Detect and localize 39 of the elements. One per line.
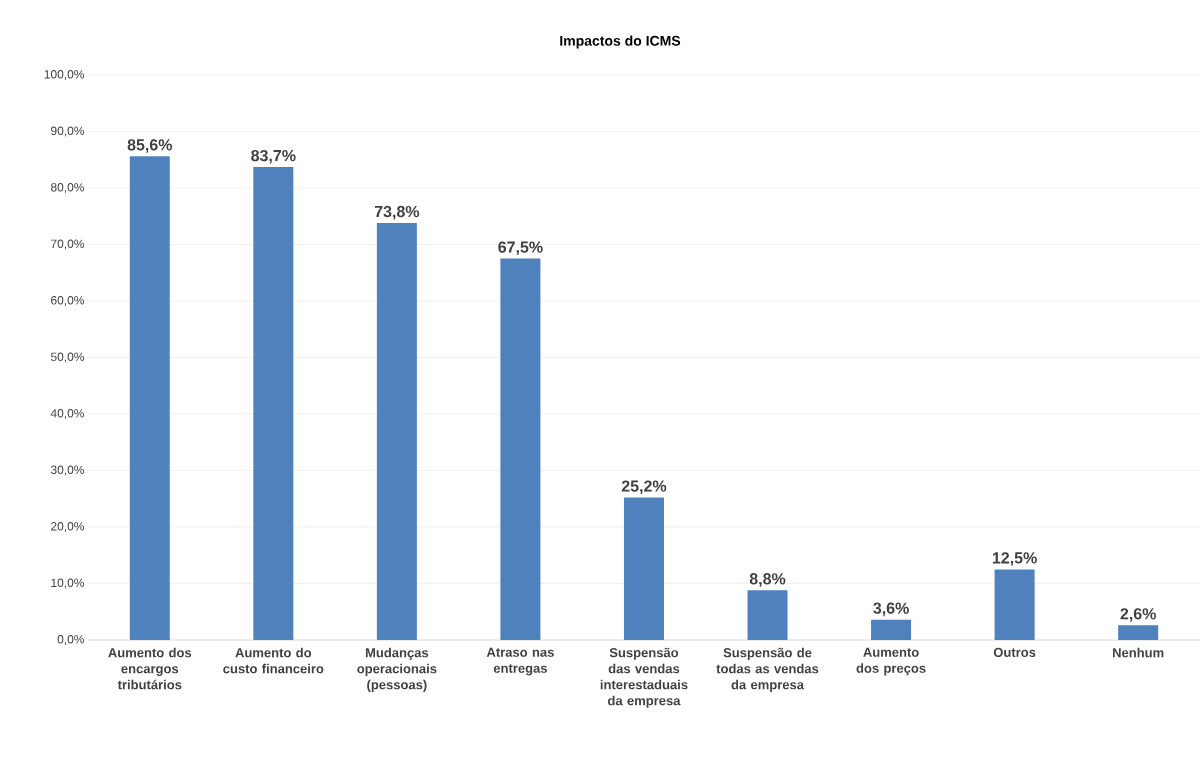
data-label: 85,6% xyxy=(127,139,173,153)
x-tick-label: Aumento dos preços xyxy=(856,647,926,676)
data-label: 73,8% xyxy=(374,205,420,220)
bar xyxy=(747,590,788,640)
y-tick-label: 20,0% xyxy=(51,522,85,532)
y-tick-label: 40,0% xyxy=(50,409,85,419)
y-tick-label: 50,0% xyxy=(50,352,85,363)
x-tick-label: Outros xyxy=(993,647,1036,657)
x-tick-label: Aumento dos encargos tributários xyxy=(108,647,192,690)
x-tick-label: Atraso nas entregas xyxy=(486,647,554,676)
bar xyxy=(376,223,417,640)
bar xyxy=(623,497,664,640)
data-label: 3,6% xyxy=(873,602,909,617)
bar xyxy=(253,167,294,640)
x-tick-label: Aumento do custo financeiro xyxy=(223,647,324,674)
data-label: 67,5% xyxy=(498,241,543,256)
y-tick-label: 70,0% xyxy=(51,239,85,250)
x-tick-label: Nenhum xyxy=(1113,647,1164,658)
data-label: 25,2% xyxy=(621,480,667,495)
data-label: 12,5% xyxy=(992,552,1037,566)
bar xyxy=(871,619,912,640)
x-tick-label: Mudanças operacionais (pessoas) xyxy=(357,647,437,692)
y-tick-label: 80,0% xyxy=(50,183,85,193)
y-tick-label: 90,0% xyxy=(51,126,85,137)
y-tick-label: 0,0% xyxy=(57,635,85,645)
bar xyxy=(994,569,1035,640)
y-tick-label: 30,0% xyxy=(50,465,85,476)
y-tick-label: 60,0% xyxy=(51,296,85,306)
chart-title: Impactos do ICMS xyxy=(560,35,681,49)
data-label: 8,8% xyxy=(749,573,786,587)
bar xyxy=(500,258,541,640)
x-tick-label: Suspensão de todas as vendas da empresa xyxy=(716,647,819,692)
y-tick-label: 100,0% xyxy=(44,70,85,80)
y-tick-label: 10,0% xyxy=(51,578,85,589)
data-label: 2,6% xyxy=(1120,608,1156,622)
bar xyxy=(1118,625,1159,640)
data-label: 83,7% xyxy=(251,149,296,164)
x-tick-label: Suspensão das vendas interestaduais da empresa xyxy=(600,647,688,708)
bar xyxy=(129,156,170,640)
